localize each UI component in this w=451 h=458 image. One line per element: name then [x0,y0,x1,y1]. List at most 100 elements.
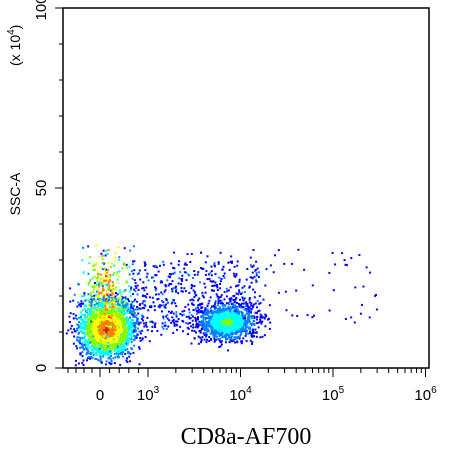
event-dot [110,338,113,341]
event-dot [248,301,251,304]
event-dot [343,259,346,262]
event-dot [255,279,257,282]
event-dot [141,337,144,340]
event-dot [91,351,94,354]
event-dot [89,338,92,341]
event-dot [250,281,253,284]
event-dot [247,308,250,311]
event-dot [284,290,287,293]
event-dot [215,313,218,316]
event-dot [138,346,141,349]
event-dot [205,270,208,273]
event-dot [101,323,104,326]
event-dot [175,323,178,326]
event-dot [89,352,92,355]
event-dot [245,324,247,327]
event-dot [101,282,104,285]
event-dot [244,291,247,293]
event-dot [144,295,147,297]
event-dot [146,275,148,278]
event-dot [95,320,98,323]
event-dot [91,277,94,280]
event-dot [111,305,114,308]
event-dot [72,317,75,320]
event-dot [184,306,187,308]
event-dot [97,273,100,275]
event-dot [135,335,138,337]
event-dot [109,335,112,338]
event-dot [202,317,205,320]
event-dot [233,308,236,311]
event-dot [192,326,195,329]
event-dot [162,317,165,320]
event-dot [231,317,234,320]
event-dot [108,340,111,343]
event-dot [128,326,131,329]
event-dot [107,345,110,348]
event-dot [134,298,137,301]
event-dot [242,298,244,301]
event-dot [110,291,113,294]
event-dot [94,334,97,337]
event-dot [223,313,226,316]
event-dot [124,308,127,311]
x-axis-label: CD8a-AF700 [181,424,312,450]
event-dot [221,318,224,321]
event-dot [106,327,109,330]
event-dot [242,317,245,320]
event-dot [149,320,152,323]
event-dot [226,290,229,293]
event-dot [227,302,230,305]
event-dot [146,329,149,332]
event-dot [116,326,119,329]
event-dot [108,333,111,336]
event-dot [120,346,123,349]
event-dot [90,355,93,358]
event-dot [122,301,125,304]
event-dot [92,269,95,272]
event-dot [93,328,96,331]
event-dot [78,304,81,306]
event-dot [220,319,223,321]
event-dot [344,318,347,320]
event-dot [246,329,248,332]
event-dot [95,284,98,287]
event-dot [111,330,114,333]
event-dot [103,313,106,316]
event-dot [219,283,222,285]
event-dot [128,265,131,268]
event-dot [235,297,238,299]
event-dot [240,293,242,295]
event-dot [120,300,123,303]
event-dot [120,329,123,332]
event-dot [359,312,362,315]
event-dot [119,322,121,325]
event-dot [86,308,89,311]
event-dot [193,337,196,340]
event-dot [108,287,111,289]
event-dot [106,275,109,278]
event-dot [105,344,107,347]
event-dot [120,312,123,315]
event-dot [226,327,229,330]
y-tick-label: 100 [33,0,50,21]
event-dot [128,339,131,342]
event-dot [256,316,259,319]
event-dot [191,319,194,322]
event-dot [73,335,76,338]
event-dot [123,309,126,312]
event-dot [236,308,239,311]
event-dot [213,264,216,267]
event-dot [89,292,92,295]
event-dot [90,334,93,337]
event-dot [246,303,249,305]
event-dot [217,313,220,316]
event-dot [126,306,129,309]
event-dot [259,320,262,323]
x-tick-label: 0 [96,387,104,404]
event-dot [216,331,219,334]
event-dot [108,308,111,311]
event-dot [122,296,125,299]
event-dot [227,325,230,328]
event-dot [255,311,258,314]
